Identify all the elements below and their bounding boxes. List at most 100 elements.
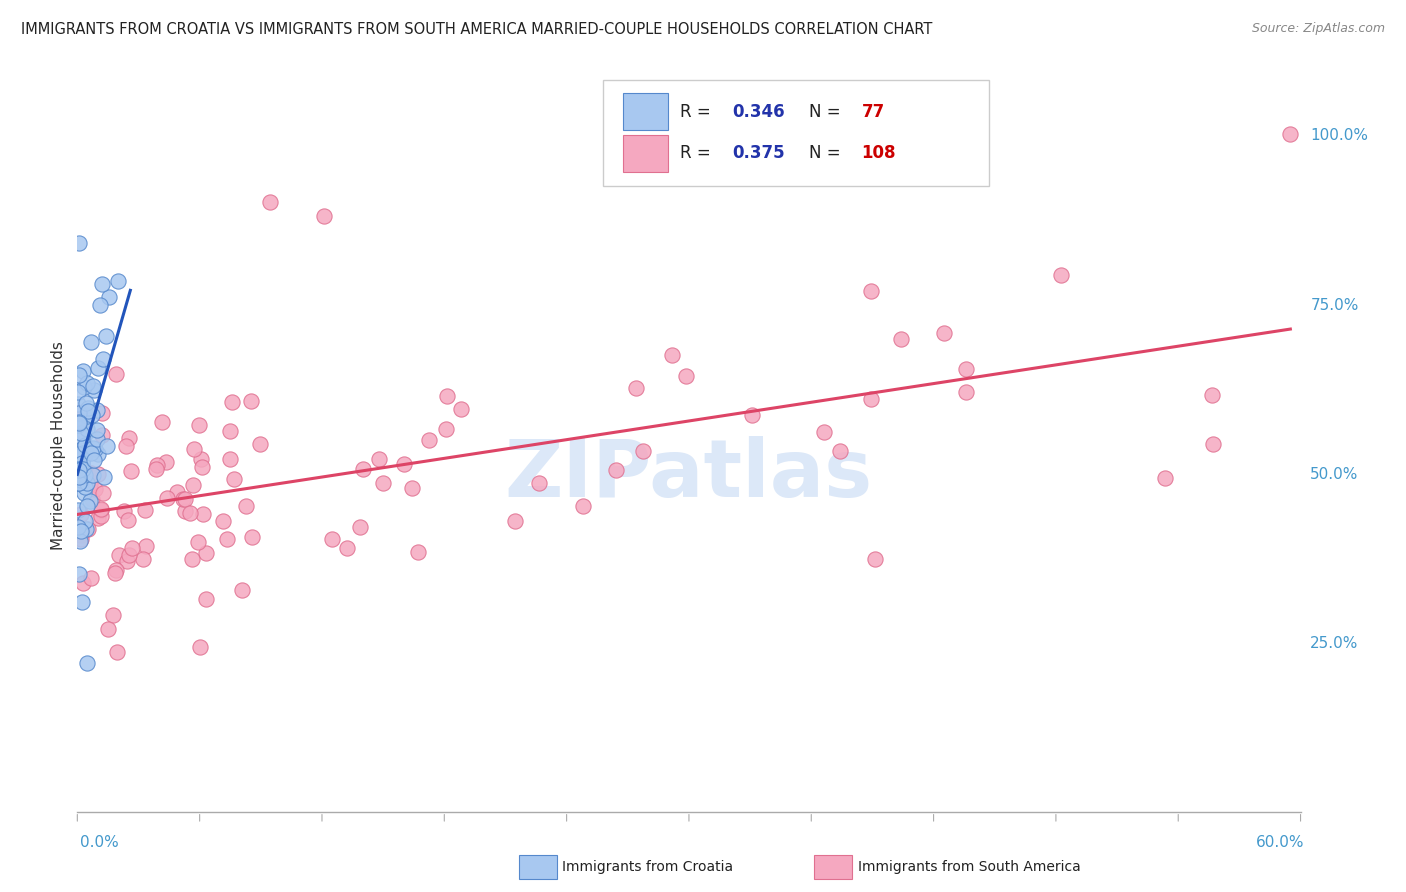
Point bbox=[70, 414, 93, 428]
Point bbox=[76, 656, 98, 670]
Point bbox=[67, 462, 90, 476]
Point bbox=[75, 522, 97, 536]
Point bbox=[101, 608, 124, 623]
Point bbox=[89, 298, 111, 312]
Point bbox=[183, 442, 205, 457]
Point bbox=[352, 462, 374, 476]
Point bbox=[72, 462, 94, 476]
Point bbox=[572, 499, 595, 513]
Point bbox=[90, 502, 112, 516]
Text: ZIPatlas: ZIPatlas bbox=[505, 436, 873, 515]
Point bbox=[87, 446, 110, 460]
Point bbox=[67, 418, 90, 433]
Point bbox=[624, 381, 647, 395]
FancyBboxPatch shape bbox=[603, 80, 988, 186]
Point bbox=[1050, 268, 1073, 282]
Point bbox=[1279, 128, 1302, 142]
Point bbox=[90, 508, 112, 523]
Point bbox=[70, 528, 93, 542]
Point bbox=[84, 442, 107, 456]
Point bbox=[75, 444, 97, 458]
Point bbox=[73, 467, 96, 482]
Point bbox=[82, 491, 104, 506]
Point bbox=[70, 507, 93, 521]
Point bbox=[76, 476, 98, 491]
Point bbox=[107, 274, 129, 288]
Point bbox=[859, 392, 882, 407]
Point bbox=[77, 522, 100, 536]
Point bbox=[434, 422, 457, 436]
Point bbox=[242, 530, 264, 544]
Point bbox=[166, 485, 188, 500]
Point bbox=[371, 476, 394, 491]
Point bbox=[105, 563, 128, 577]
Text: 77: 77 bbox=[862, 103, 884, 120]
Point bbox=[155, 491, 177, 506]
Text: 0.0%: 0.0% bbox=[80, 836, 120, 850]
Point bbox=[70, 532, 93, 546]
Point bbox=[90, 502, 112, 516]
Point bbox=[212, 514, 235, 528]
Point bbox=[1201, 388, 1223, 402]
Point bbox=[70, 524, 93, 539]
Point bbox=[181, 552, 204, 566]
Point bbox=[87, 467, 110, 481]
Point bbox=[1154, 470, 1177, 484]
Y-axis label: Married-couple Households: Married-couple Households bbox=[51, 342, 66, 550]
Point bbox=[67, 475, 90, 490]
Point bbox=[527, 476, 550, 491]
Point bbox=[69, 533, 91, 548]
Point bbox=[91, 428, 114, 442]
Point bbox=[80, 446, 103, 460]
Point bbox=[219, 424, 242, 438]
Point bbox=[67, 447, 90, 461]
Point bbox=[70, 425, 93, 440]
Point bbox=[890, 332, 912, 346]
Point bbox=[86, 423, 108, 437]
Point bbox=[82, 467, 104, 482]
Point bbox=[97, 622, 120, 636]
Point bbox=[631, 443, 654, 458]
Point bbox=[70, 473, 93, 487]
Point bbox=[191, 508, 214, 522]
Point bbox=[76, 500, 98, 514]
Point bbox=[72, 576, 94, 591]
Point bbox=[349, 519, 371, 533]
Point bbox=[406, 545, 429, 559]
Point bbox=[87, 511, 110, 525]
Point bbox=[70, 456, 93, 470]
Point bbox=[67, 503, 90, 517]
Point bbox=[179, 506, 201, 520]
Point bbox=[67, 475, 90, 490]
Point bbox=[73, 449, 96, 463]
Text: Source: ZipAtlas.com: Source: ZipAtlas.com bbox=[1251, 22, 1385, 36]
Point bbox=[195, 546, 218, 560]
Point bbox=[221, 395, 243, 409]
Point bbox=[155, 455, 177, 469]
Point bbox=[69, 429, 91, 443]
Text: 0.375: 0.375 bbox=[731, 145, 785, 162]
Point bbox=[73, 486, 96, 500]
Point bbox=[222, 472, 245, 486]
Point bbox=[150, 415, 173, 429]
Point bbox=[70, 461, 93, 475]
Point bbox=[67, 463, 90, 477]
Point bbox=[173, 504, 195, 518]
Point bbox=[67, 384, 90, 399]
Point bbox=[401, 481, 423, 495]
Point bbox=[76, 422, 98, 436]
Point bbox=[76, 409, 98, 424]
Point bbox=[955, 362, 977, 376]
Point bbox=[73, 426, 96, 441]
Point bbox=[134, 502, 156, 516]
FancyBboxPatch shape bbox=[623, 136, 668, 171]
Point bbox=[146, 458, 169, 472]
Point bbox=[219, 452, 242, 467]
Point bbox=[190, 452, 212, 467]
Point bbox=[67, 415, 90, 429]
Point bbox=[70, 595, 93, 609]
Point bbox=[436, 389, 458, 403]
Point bbox=[191, 459, 214, 474]
Point bbox=[418, 434, 440, 448]
Text: IMMIGRANTS FROM CROATIA VS IMMIGRANTS FROM SOUTH AMERICA MARRIED-COUPLE HOUSEHOL: IMMIGRANTS FROM CROATIA VS IMMIGRANTS FR… bbox=[21, 22, 932, 37]
